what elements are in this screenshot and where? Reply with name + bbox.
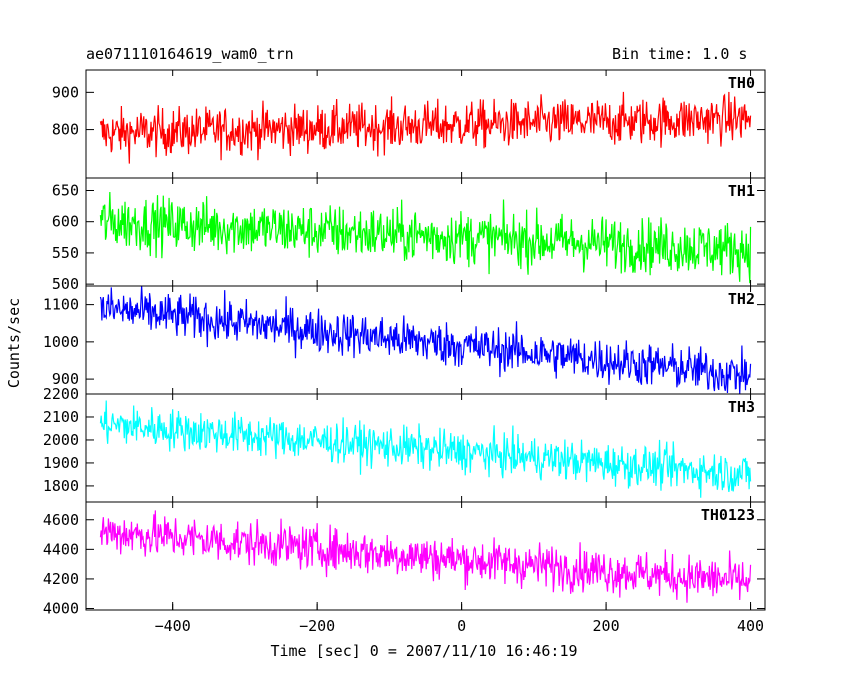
x-tick-label: 0 bbox=[457, 617, 466, 635]
x-tick-label: −200 bbox=[299, 617, 335, 635]
y-tick-label: 4200 bbox=[43, 570, 79, 588]
y-tick-label: 4400 bbox=[43, 540, 79, 558]
x-axis-label: Time [sec] 0 = 2007/11/10 16:46:19 bbox=[270, 642, 577, 660]
y-tick-label: 4600 bbox=[43, 511, 79, 529]
series-line-th0 bbox=[99, 91, 752, 164]
series-line-th1 bbox=[99, 192, 752, 284]
panel-label: TH0123 bbox=[701, 506, 755, 524]
series-line-th3 bbox=[99, 400, 752, 498]
y-tick-label: 1100 bbox=[43, 296, 79, 314]
y-tick-label: 900 bbox=[52, 83, 79, 101]
panel-label: TH0 bbox=[728, 74, 755, 92]
panel-th1: 500 550 600 650 TH1 bbox=[52, 177, 766, 293]
panel-label: TH3 bbox=[728, 398, 755, 416]
panel-frame bbox=[85, 501, 766, 611]
x-tick-label: 400 bbox=[737, 617, 764, 635]
y-tick-label: 1000 bbox=[43, 333, 79, 351]
panel-label: TH2 bbox=[728, 290, 755, 308]
chart-title-right: Bin time: 1.0 s bbox=[612, 45, 748, 63]
panel-th3: 1800 1900 2000 2100 2200 TH3 bbox=[43, 385, 766, 503]
y-tick-label: 1800 bbox=[43, 477, 79, 495]
panel-th0: 800 900 TH0 bbox=[52, 69, 766, 179]
y-axis-label: Counts/sec bbox=[5, 298, 23, 388]
y-tick-label: 1900 bbox=[43, 454, 79, 472]
y-tick-label: 2000 bbox=[43, 431, 79, 449]
panel-th0123: 4000 4200 4400 4600 TH0123 bbox=[43, 501, 766, 618]
y-tick-label: 650 bbox=[52, 181, 79, 199]
y-tick-label: 2100 bbox=[43, 408, 79, 426]
y-tick-label: 500 bbox=[52, 275, 79, 293]
panel-th2: 900 1000 1100 TH2 bbox=[43, 285, 766, 395]
y-tick-label: 600 bbox=[52, 213, 79, 231]
x-tick-label: −400 bbox=[155, 617, 191, 635]
chart-title-left: ae071110164619_wam0_trn bbox=[86, 45, 294, 63]
y-tick-label: 2200 bbox=[43, 385, 79, 403]
series-line-th0123 bbox=[99, 510, 752, 603]
series-line-th2 bbox=[99, 286, 752, 394]
y-tick-label: 4000 bbox=[43, 600, 79, 618]
y-tick-label: 900 bbox=[52, 370, 79, 388]
x-tick-label: 200 bbox=[593, 617, 620, 635]
y-tick-label: 800 bbox=[52, 121, 79, 139]
y-tick-label: 550 bbox=[52, 244, 79, 262]
panel-label: TH1 bbox=[728, 182, 755, 200]
